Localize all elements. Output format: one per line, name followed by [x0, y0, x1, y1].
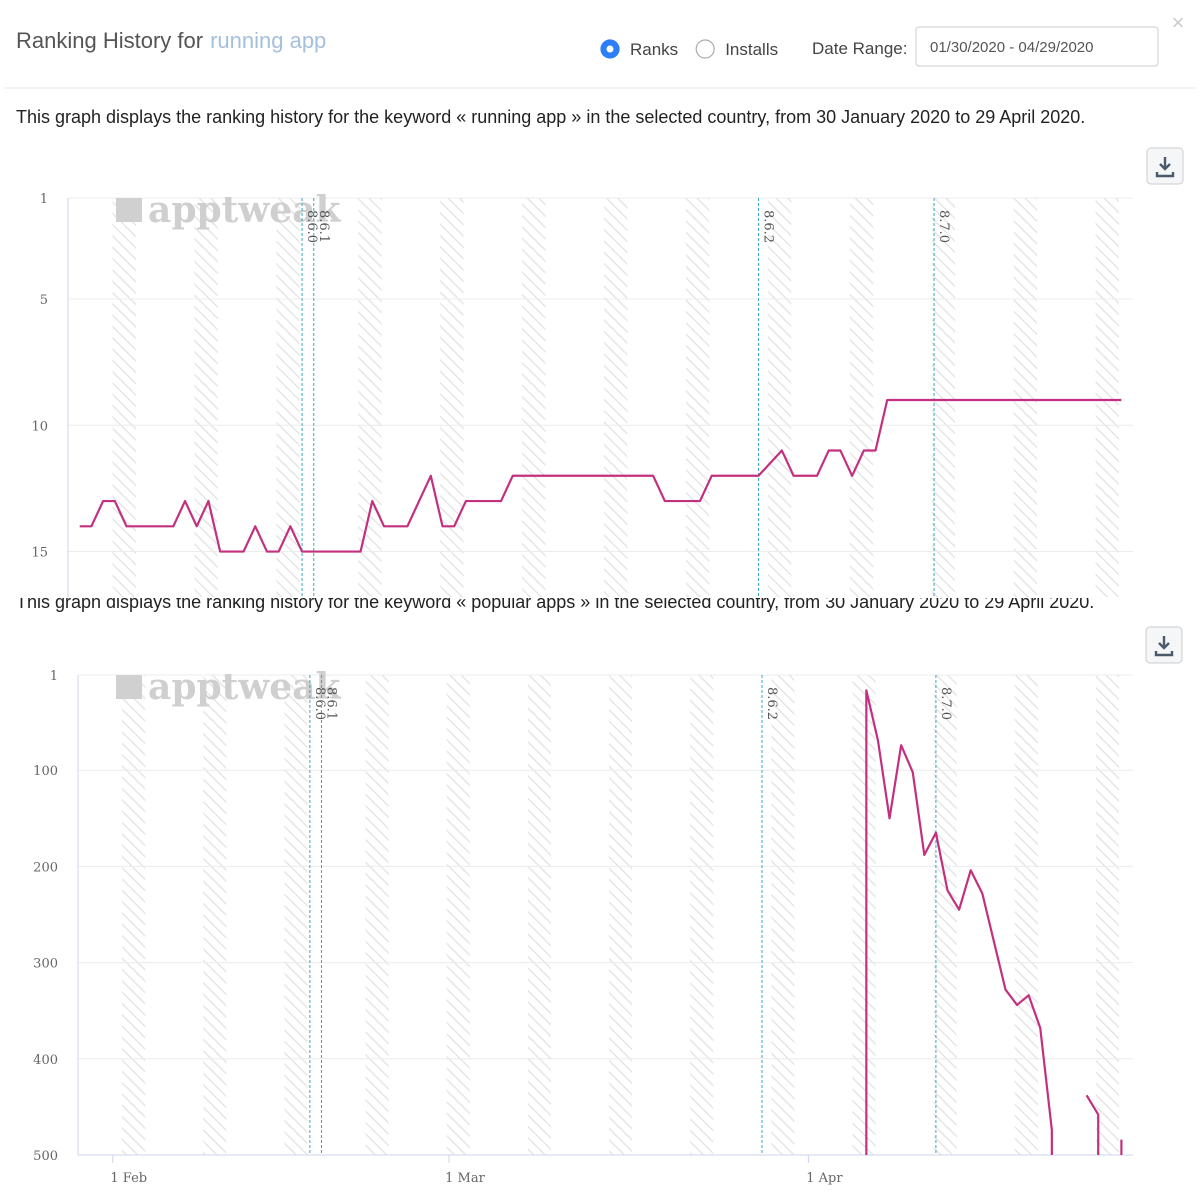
weekend-band: [284, 675, 308, 1155]
y-tick-label: 5: [40, 293, 48, 308]
version-label: 8.7.0: [938, 687, 953, 720]
radio[interactable]: [695, 39, 715, 59]
weekend-band: [122, 675, 146, 1155]
radio-label: Ranks: [630, 40, 678, 59]
y-tick-label: 1: [40, 192, 48, 207]
y-tick-label: 1: [50, 669, 58, 684]
weekend-band: [685, 198, 710, 597]
x-tick-label: 1 Apr: [806, 1171, 843, 1186]
weekend-band: [608, 675, 633, 1155]
date-range-label: Date Range:: [812, 39, 907, 58]
y-tick-label: 400: [33, 1053, 58, 1068]
x-tick-label: 1 Mar: [445, 1171, 485, 1186]
watermark: apptweak: [148, 666, 342, 708]
version-label: 8.6.0: [312, 687, 327, 720]
weekend-band: [358, 198, 382, 597]
chart-description: This graph displays the ranking history …: [16, 592, 1094, 612]
weekend-band: [440, 198, 464, 597]
radio-label: Installs: [725, 40, 778, 59]
watermark-logo: [116, 675, 142, 699]
weekend-band: [604, 198, 628, 597]
y-tick-label: 15: [31, 546, 48, 561]
weekend-band: [690, 675, 714, 1155]
x-tick-label: 1 Feb: [110, 1171, 147, 1186]
y-tick-label: 100: [33, 764, 58, 779]
weekend-band: [527, 675, 552, 1155]
date-range-value: 01/30/2020 - 04/29/2020: [930, 39, 1093, 56]
weekend-band: [365, 675, 389, 1155]
weekend-band: [852, 675, 876, 1155]
weekend-band: [1014, 675, 1038, 1155]
version-label: 8.6.2: [764, 687, 779, 720]
keyword: running app: [210, 28, 326, 53]
version-label: 8.7.0: [936, 210, 951, 243]
download-icon: [1154, 636, 1174, 657]
version-label: 8.6.1: [323, 687, 338, 720]
watermark: apptweak: [148, 189, 342, 231]
weekend-band: [771, 675, 795, 1155]
weekend-band: [194, 198, 218, 597]
weekend-band: [1095, 198, 1119, 597]
weekend-band: [931, 198, 956, 597]
weekend-band: [767, 198, 792, 597]
weekend-band: [933, 675, 957, 1155]
rank-line: [865, 689, 1053, 1155]
close-button[interactable]: ×: [1172, 10, 1185, 35]
radio-dot: [606, 45, 614, 53]
weekend-band: [112, 198, 136, 597]
rank-line: [1085, 1094, 1100, 1155]
weekend-band: [203, 675, 227, 1155]
y-tick-label: 500: [33, 1149, 58, 1164]
weekend-band: [276, 198, 300, 597]
version-label: 8.6.1: [316, 210, 331, 243]
weekend-band: [446, 675, 470, 1155]
weekend-band: [849, 198, 874, 597]
rank-line: [79, 398, 1122, 553]
watermark-logo: [116, 198, 142, 222]
weekend-band: [522, 198, 546, 597]
weekend-band: [1013, 198, 1038, 597]
version-label: 8.6.2: [760, 210, 775, 243]
download-icon: [1155, 157, 1175, 178]
y-tick-label: 300: [33, 957, 58, 972]
chart-description: This graph displays the ranking history …: [16, 107, 1085, 127]
version-label: 8.6.0: [304, 210, 319, 243]
y-tick-label: 200: [33, 860, 58, 875]
date-input[interactable]: [915, 26, 1159, 67]
weekend-band: [1095, 675, 1120, 1155]
dialog-title: Ranking History for: [16, 28, 203, 53]
y-tick-label: 10: [31, 419, 48, 434]
